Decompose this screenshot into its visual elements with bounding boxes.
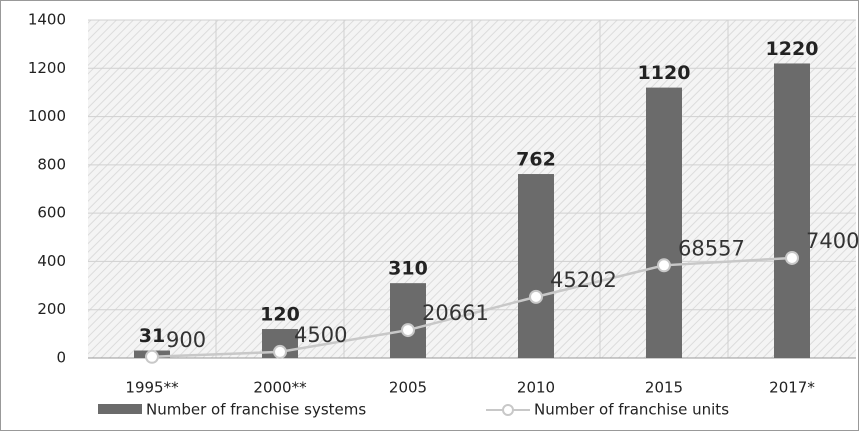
bar-value-label: 762: [516, 149, 556, 171]
line-point: [529, 289, 543, 304]
y-tick-label: 400: [37, 252, 66, 270]
x-tick-label: 2015: [645, 379, 683, 397]
x-tick-label: 2010: [517, 379, 555, 397]
line-point: [657, 258, 671, 273]
bar: [646, 87, 682, 358]
bar-value-label: 310: [388, 258, 428, 280]
x-tick-label: 2005: [389, 379, 427, 397]
bar: [774, 63, 810, 358]
legend-marker: [502, 404, 514, 416]
line-value-label: 4500: [294, 323, 347, 347]
bar-value-label: 31: [139, 325, 165, 347]
y-tick-label: 1000: [28, 107, 66, 125]
bar-value-label: 1220: [766, 38, 819, 60]
line-value-label: 900: [166, 328, 206, 352]
legend-label: Number of franchise systems: [146, 401, 366, 419]
y-tick-label: 600: [37, 204, 66, 222]
line-value-label: 68557: [678, 236, 745, 260]
y-tick-label: 0: [56, 349, 66, 367]
x-tick-label: 2017*: [769, 379, 815, 397]
bar-value-label: 120: [260, 304, 300, 326]
y-tick-label: 200: [37, 300, 66, 318]
legend-label: Number of franchise units: [534, 401, 729, 419]
line-point: [145, 349, 159, 364]
line-point: [401, 323, 415, 338]
legend-swatch: [98, 404, 142, 414]
line-value-label: 74000: [806, 229, 859, 253]
y-tick-label: 1200: [28, 59, 66, 77]
bar: [390, 283, 426, 358]
x-tick-label: 1995**: [125, 379, 179, 397]
line-value-label: 45202: [550, 268, 617, 292]
y-tick-label: 800: [37, 155, 66, 173]
line-point: [273, 344, 287, 359]
line-point: [785, 250, 799, 265]
bar: [518, 174, 554, 358]
line: [151, 256, 793, 359]
y-tick-label: 1400: [28, 11, 66, 29]
line-value-label: 20661: [422, 301, 489, 325]
x-tick-label: 2000**: [253, 379, 307, 397]
bar-value-label: 1120: [638, 62, 691, 84]
